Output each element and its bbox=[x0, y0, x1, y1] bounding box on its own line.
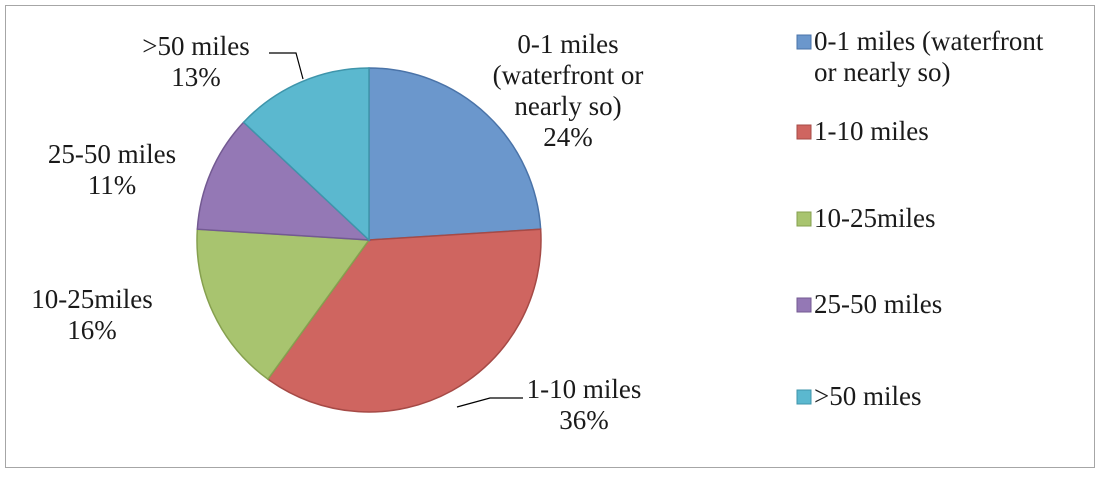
legend-swatch-50-miles bbox=[796, 389, 812, 405]
leader-line-1-10-miles bbox=[456, 397, 523, 408]
leader-line-50-miles bbox=[269, 52, 304, 80]
data-label-10-25miles: 10-25miles 16% bbox=[31, 284, 153, 345]
legend-label-1-10-miles: 1-10 miles bbox=[814, 116, 929, 146]
data-label-0-1-miles-waterfront-or-nearly-so: 0-1 miles (waterfront or nearly so) 24% bbox=[493, 29, 644, 152]
legend-label-0-1-miles-waterfront-or-nearly-so: 0-1 miles (waterfront or nearly so) bbox=[814, 26, 1044, 87]
pie-slice-10-25miles bbox=[196, 228, 371, 381]
legend-label-25-50-miles: 25-50 miles bbox=[814, 289, 942, 319]
data-label-1-10-miles: 1-10 miles 36% bbox=[527, 374, 642, 435]
legend-label-50-miles: >50 miles bbox=[814, 381, 921, 411]
legend-swatch-25-50-miles bbox=[796, 297, 812, 313]
chart-area bbox=[5, 5, 1095, 468]
pie-slice-0-1-miles-waterfront-or-nearly-so bbox=[368, 67, 542, 241]
pie-slice-25-50-miles bbox=[196, 121, 372, 241]
pie-slice-50-miles bbox=[242, 67, 370, 242]
legend-swatch-1-10-miles bbox=[796, 124, 812, 140]
pie-slice-1-10-miles bbox=[266, 228, 542, 413]
data-label-25-50-miles: 25-50 miles 11% bbox=[48, 139, 176, 200]
legend-swatch-0-1-miles-waterfront-or-nearly-so bbox=[796, 34, 812, 50]
legend-swatch-10-25miles bbox=[796, 211, 812, 227]
legend-label-10-25miles: 10-25miles bbox=[814, 203, 936, 233]
data-label-50-miles: >50 miles 13% bbox=[142, 31, 249, 92]
